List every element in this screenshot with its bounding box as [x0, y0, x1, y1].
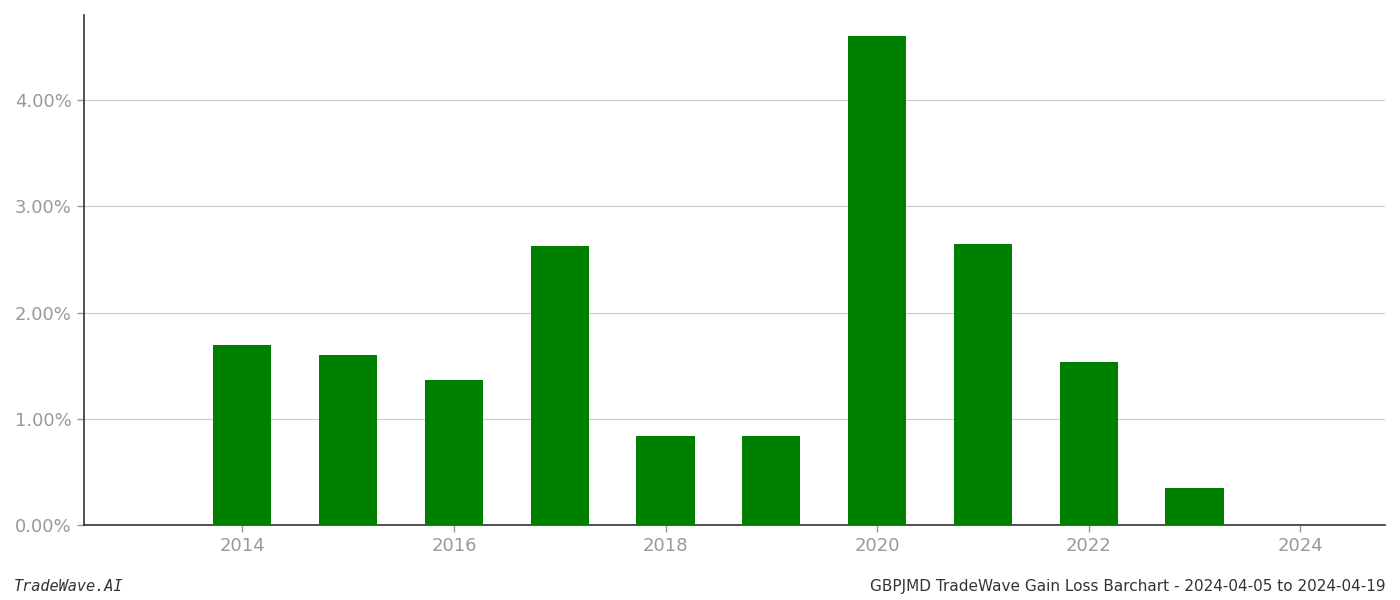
Text: TradeWave.AI: TradeWave.AI	[14, 579, 123, 594]
Bar	[637, 436, 694, 525]
Bar	[424, 380, 483, 525]
Bar	[742, 436, 801, 525]
Bar	[319, 355, 377, 525]
Bar	[213, 344, 272, 525]
Bar	[1165, 488, 1224, 525]
Bar	[848, 36, 906, 525]
Bar	[531, 245, 589, 525]
Bar	[953, 244, 1012, 525]
Text: GBPJMD TradeWave Gain Loss Barchart - 2024-04-05 to 2024-04-19: GBPJMD TradeWave Gain Loss Barchart - 20…	[871, 579, 1386, 594]
Bar	[1060, 362, 1117, 525]
